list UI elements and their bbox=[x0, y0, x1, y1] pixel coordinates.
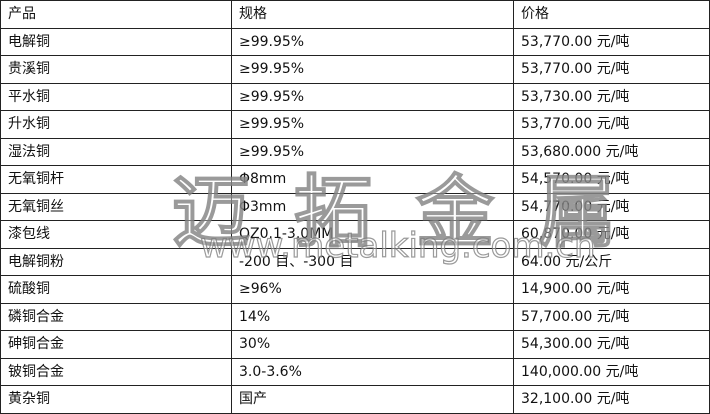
table-header-row: 产品 规格 价格 bbox=[0, 0, 710, 29]
cell-product: 硫酸铜 bbox=[0, 275, 232, 304]
table-row: 无氧铜杆 Φ8mm 54,570.00 元/吨 bbox=[0, 165, 710, 194]
cell-product: 砷铜合金 bbox=[0, 330, 232, 359]
cell-price: 54,300.00 元/吨 bbox=[513, 330, 710, 359]
table-row: 黄杂铜 国产 32,100.00 元/吨 bbox=[0, 385, 710, 414]
cell-spec: ≥99.95% bbox=[231, 27, 514, 56]
table-row: 磷铜合金 14% 57,700.00 元/吨 bbox=[0, 302, 710, 331]
cell-product: 黄杂铜 bbox=[0, 385, 232, 414]
table-row: 硫酸铜 ≥96% 14,900.00 元/吨 bbox=[0, 275, 710, 304]
cell-price: 32,100.00 元/吨 bbox=[513, 385, 710, 414]
table-row: 电解铜粉 -200 目、-300 目 64.00 元/公斤 bbox=[0, 247, 710, 276]
cell-price: 54,570.00 元/吨 bbox=[513, 165, 710, 194]
cell-spec: 3.0-3.6% bbox=[231, 357, 514, 386]
cell-price: 64.00 元/公斤 bbox=[513, 247, 710, 276]
cell-price: 53,770.00 元/吨 bbox=[513, 27, 710, 56]
cell-price: 53,770.00 元/吨 bbox=[513, 55, 710, 84]
cell-spec: ≥99.95% bbox=[231, 137, 514, 166]
cell-product: 贵溪铜 bbox=[0, 55, 232, 84]
cell-price: 14,900.00 元/吨 bbox=[513, 275, 710, 304]
cell-spec: 14% bbox=[231, 302, 514, 331]
table-row: 无氧铜丝 Φ3mm 54,770.00 元/吨 bbox=[0, 192, 710, 221]
cell-price: 140,000.00 元/吨 bbox=[513, 357, 710, 386]
cell-product: 湿法铜 bbox=[0, 137, 232, 166]
table-row: 电解铜 ≥99.95% 53,770.00 元/吨 bbox=[0, 27, 710, 56]
cell-spec: ≥99.95% bbox=[231, 82, 514, 111]
cell-spec: Φ8mm bbox=[231, 165, 514, 194]
cell-price: 54,770.00 元/吨 bbox=[513, 192, 710, 221]
cell-product: 漆包线 bbox=[0, 220, 232, 249]
cell-product: 无氧铜丝 bbox=[0, 192, 232, 221]
table-row: 升水铜 ≥99.95% 53,770.00 元/吨 bbox=[0, 110, 710, 139]
cell-product: 电解铜粉 bbox=[0, 247, 232, 276]
table-row: 铍铜合金 3.0-3.6% 140,000.00 元/吨 bbox=[0, 357, 710, 386]
cell-product: 铍铜合金 bbox=[0, 357, 232, 386]
table-row: 平水铜 ≥99.95% 53,730.00 元/吨 bbox=[0, 82, 710, 111]
cell-price: 53,730.00 元/吨 bbox=[513, 82, 710, 111]
cell-spec: ≥96% bbox=[231, 275, 514, 304]
cell-price: 53,770.00 元/吨 bbox=[513, 110, 710, 139]
cell-spec: 国产 bbox=[231, 385, 514, 414]
table-row: 贵溪铜 ≥99.95% 53,770.00 元/吨 bbox=[0, 55, 710, 84]
cell-spec: Φ3mm bbox=[231, 192, 514, 221]
table-row: 湿法铜 ≥99.95% 53,680.000 元/吨 bbox=[0, 137, 710, 166]
cell-product: 平水铜 bbox=[0, 82, 232, 111]
header-price: 价格 bbox=[513, 0, 710, 29]
cell-spec: -200 目、-300 目 bbox=[231, 247, 514, 276]
header-product: 产品 bbox=[0, 0, 232, 29]
cell-spec: ≥99.95% bbox=[231, 110, 514, 139]
table-row: 漆包线 QZ0.1-3.0MM 60,870.00 元/吨 bbox=[0, 220, 710, 249]
header-spec: 规格 bbox=[231, 0, 514, 29]
cell-product: 无氧铜杆 bbox=[0, 165, 232, 194]
cell-price: 53,680.000 元/吨 bbox=[513, 137, 710, 166]
cell-price: 60,870.00 元/吨 bbox=[513, 220, 710, 249]
cell-product: 磷铜合金 bbox=[0, 302, 232, 331]
cell-spec: QZ0.1-3.0MM bbox=[231, 220, 514, 249]
cell-product: 升水铜 bbox=[0, 110, 232, 139]
cell-spec: 30% bbox=[231, 330, 514, 359]
cell-price: 57,700.00 元/吨 bbox=[513, 302, 710, 331]
cell-product: 电解铜 bbox=[0, 27, 232, 56]
cell-spec: ≥99.95% bbox=[231, 55, 514, 84]
table-row: 砷铜合金 30% 54,300.00 元/吨 bbox=[0, 330, 710, 359]
